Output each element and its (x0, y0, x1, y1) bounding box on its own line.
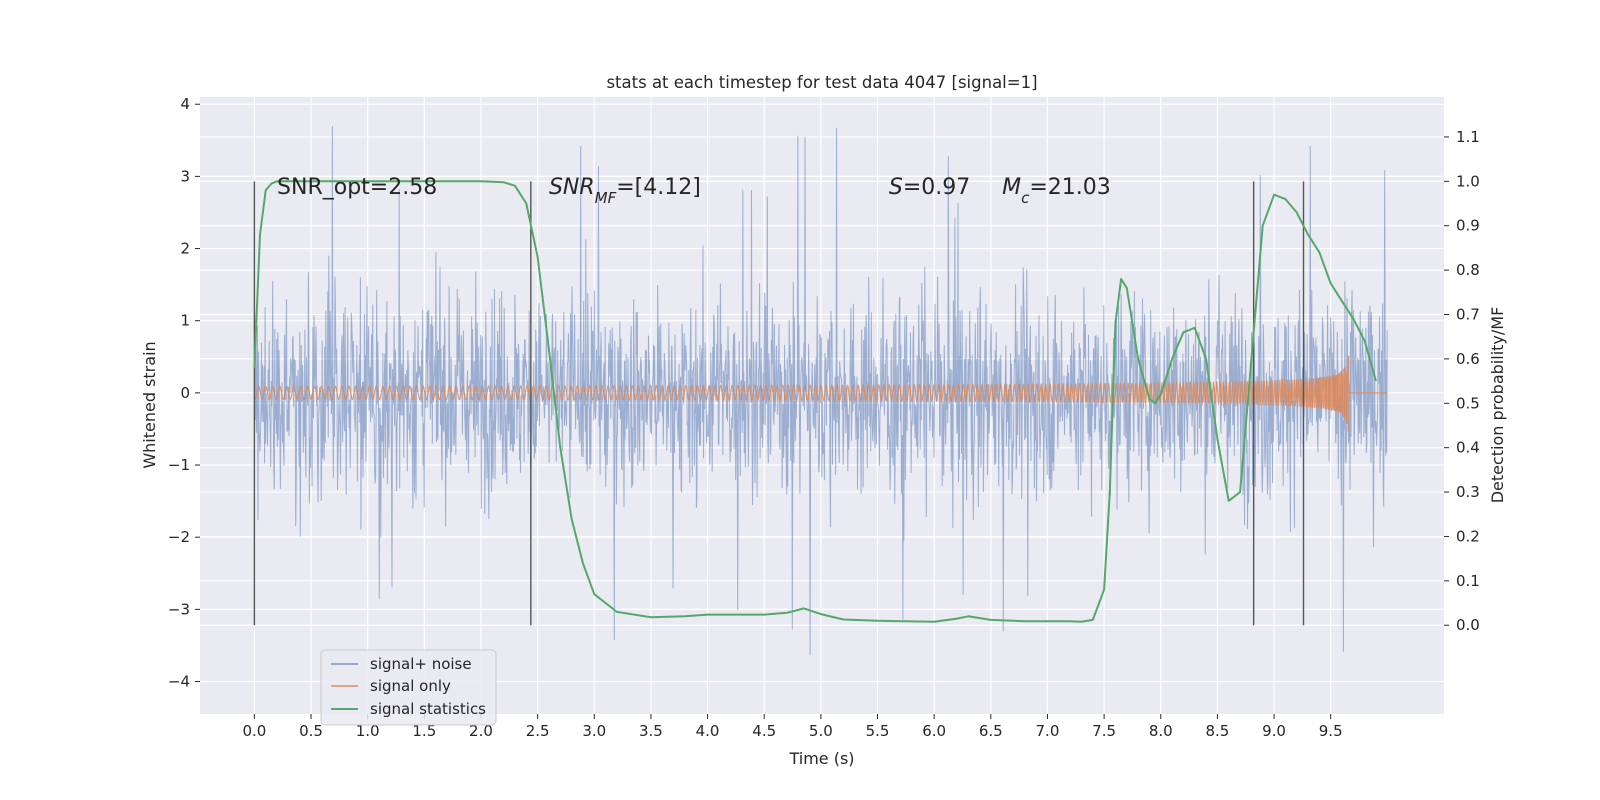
legend-stats-label: signal statistics (370, 700, 486, 718)
y2-tick-label: 0.5 (1456, 394, 1480, 412)
x-tick-label: 5.0 (809, 722, 833, 740)
legend-box (320, 649, 497, 726)
y2-tick-label: 0.6 (1456, 350, 1480, 368)
signal-trace (253, 355, 1388, 432)
y-axis-ticks: −4 −3 −2 −1 0 1 2 3 4 (168, 95, 200, 691)
y2-axis-ticks: 0.0 0.1 0.2 0.3 0.4 0.5 0.6 0.7 0.8 0.9 1.0 1.1 (1444, 128, 1480, 634)
y2-tick-label: 1.0 (1456, 172, 1480, 190)
x-tick-label: 9.0 (1262, 722, 1286, 740)
y-tick-label: −2 (168, 528, 190, 546)
y2-tick-label: 0.0 (1456, 616, 1480, 634)
legend-noise-label: signal+ noise (370, 655, 472, 673)
y-tick-label: −1 (168, 456, 190, 474)
x-axis-ticks: 0.0 0.5 1.0 1.5 2.0 2.5 3.0 3.5 4.0 4.5 5.0 5.5 6.0 6… (242, 714, 1343, 740)
y-axis-label: Whitened strain (140, 341, 159, 468)
stats-trace (253, 180, 1377, 623)
y2-tick-label: 0.7 (1456, 306, 1480, 324)
y2-tick-label: 0.3 (1456, 483, 1480, 501)
signal-series (253, 355, 1388, 432)
x-axis-label: Time (s) (788, 749, 854, 768)
x-tick-label: 1.5 (412, 722, 436, 740)
annotation-snr-mf-pre: SNRMF=[4.12] (549, 175, 701, 207)
x-tick-label: 0.0 (242, 722, 266, 740)
annotation-s-stat: S=0.97 (889, 175, 970, 200)
chart-title: stats at each timestep for test data 404… (606, 73, 1037, 92)
y-tick-label: 2 (180, 240, 190, 258)
x-tick-label: 6.0 (922, 722, 946, 740)
y-tick-label: 1 (180, 312, 190, 330)
x-tick-label: 0.5 (299, 722, 323, 740)
y-tick-label: −3 (168, 600, 190, 618)
noise-trace (253, 126, 1388, 656)
x-tick-label: 8.0 (1149, 722, 1173, 740)
y-tick-label: 3 (180, 167, 190, 185)
annotation-mc: Mc=21.03 (1002, 175, 1111, 207)
legend-signal-label: signal only (370, 677, 451, 695)
x-tick-label: 9.5 (1319, 722, 1343, 740)
x-tick-label: 7.5 (1092, 722, 1116, 740)
x-tick-label: 1.0 (356, 722, 380, 740)
y-tick-label: 0 (180, 384, 190, 402)
y2-tick-label: 0.2 (1456, 527, 1480, 545)
y2-tick-label: 0.9 (1456, 217, 1480, 235)
y-tick-label: 4 (180, 95, 190, 113)
y2-tick-label: 0.4 (1456, 439, 1480, 457)
x-tick-label: 2.5 (526, 722, 550, 740)
x-tick-label: 6.5 (979, 722, 1003, 740)
vertical-lines (253, 181, 1305, 626)
x-tick-label: 4.0 (696, 722, 720, 740)
stats-series (253, 180, 1377, 623)
x-tick-label: 8.5 (1205, 722, 1229, 740)
x-tick-label: 3.0 (582, 722, 606, 740)
y2-axis-label: Detection probability/MF (1488, 307, 1507, 504)
annotations: SNR_opt=2.58 SNRMF=[4.12] S=0.97 Mc=21.03 (277, 175, 1111, 207)
y-tick-label: −4 (168, 673, 190, 691)
x-tick-label: 3.5 (639, 722, 663, 740)
y2-tick-label: 0.8 (1456, 261, 1480, 279)
y2-tick-label: 1.1 (1456, 128, 1480, 146)
x-tick-label: 2.0 (469, 722, 493, 740)
noise-series (253, 126, 1388, 656)
x-tick-label: 5.5 (866, 722, 890, 740)
legend: signal+ noise signal only signal statist… (320, 649, 497, 726)
y2-tick-label: 0.1 (1456, 572, 1480, 590)
annotation-snr-opt: SNR_opt=2.58 (277, 175, 437, 200)
x-tick-label: 4.5 (752, 722, 776, 740)
x-tick-label: 7.0 (1036, 722, 1060, 740)
